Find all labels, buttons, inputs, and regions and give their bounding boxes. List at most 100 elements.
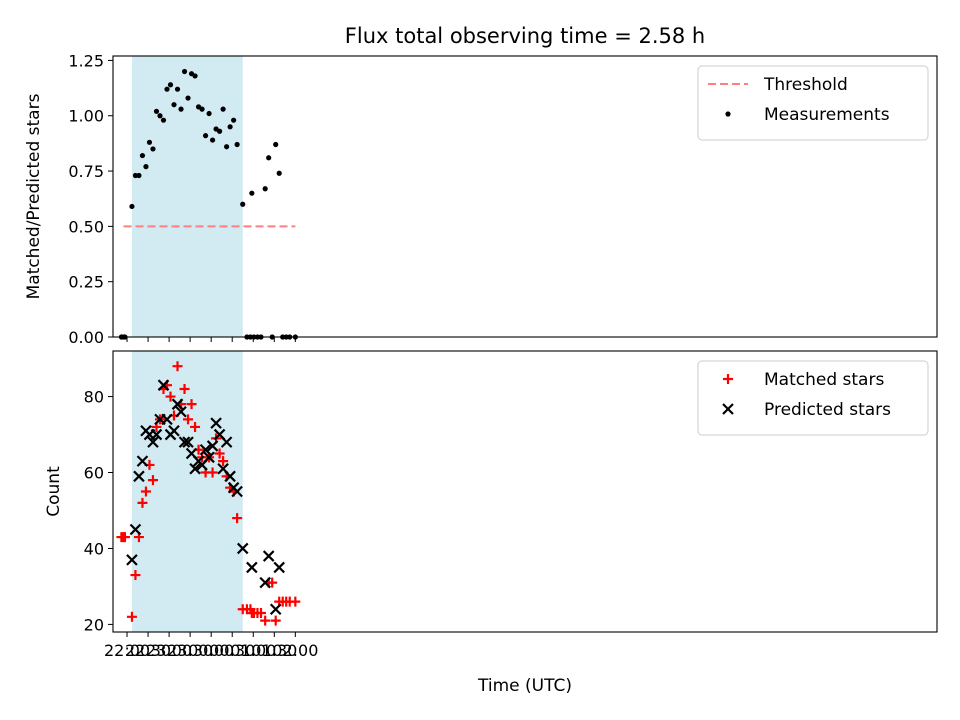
- x-tick-label: 23:30: [167, 641, 213, 660]
- x-tick-label: 22:30: [125, 641, 171, 660]
- x-tick-label: 00:30: [209, 641, 255, 660]
- x-axis-label: Time (UTC): [477, 676, 572, 696]
- data-point: [189, 462, 201, 475]
- data-point: [262, 186, 268, 192]
- observing-window-span: [131, 56, 243, 337]
- data-point: [136, 172, 142, 179]
- data-point: [168, 424, 180, 437]
- data-point: [273, 141, 279, 148]
- data-point: [218, 456, 229, 467]
- axes-frame: [112, 55, 938, 338]
- data-point: [259, 576, 271, 589]
- data-point: [157, 379, 170, 391]
- data-point: [246, 561, 258, 574]
- y-axis-label: Matched/Predicted stars: [24, 93, 44, 299]
- data-point: [137, 497, 148, 508]
- data-point: [126, 554, 138, 566]
- data-point: [234, 141, 240, 148]
- y-tick-label: 0.25: [68, 273, 104, 292]
- data-point: [143, 164, 149, 170]
- y-tick-label: 1.00: [68, 107, 104, 126]
- y-tick-label: 0.50: [68, 217, 104, 236]
- legend-label: Threshold: [763, 75, 848, 95]
- panel-1: 0.00 0.25 0.50 0.75 1.00 1.25 Matched/Predicte…: [24, 51, 938, 347]
- data-point: [182, 436, 194, 448]
- data-point: [240, 201, 246, 207]
- legend-marker: [723, 374, 733, 384]
- data-point: [136, 455, 149, 467]
- data-point: [249, 190, 255, 196]
- data-point: [260, 615, 271, 626]
- legend-label: Measurements: [764, 105, 890, 125]
- series-measurements: [118, 68, 298, 340]
- series-predicted-stars: [126, 379, 285, 615]
- data-point: [192, 73, 198, 79]
- axes-frame: [112, 350, 938, 633]
- data-point: [164, 86, 170, 92]
- data-point: [224, 144, 230, 150]
- data-point: [183, 414, 194, 425]
- x-tick-label: 23:00: [146, 641, 192, 660]
- data-point: [133, 470, 145, 483]
- x-tick-label: 01:30: [251, 641, 297, 660]
- data-point: [161, 413, 173, 426]
- data-point: [190, 421, 201, 432]
- panel-2: 20 40 60 80 22:0022:3023:0023:3000:0000:3001…: [44, 350, 938, 660]
- data-point: [199, 106, 205, 112]
- data-point: [262, 550, 275, 562]
- y-tick-label: 80: [84, 388, 104, 407]
- data-point: [140, 486, 151, 497]
- data-point: [171, 102, 177, 108]
- y-axis-label: Count: [44, 466, 64, 517]
- legend-box: [697, 360, 929, 436]
- data-point: [290, 596, 301, 607]
- data-point: [220, 436, 233, 448]
- data-point: [165, 391, 176, 402]
- data-point: [130, 570, 141, 581]
- data-point: [167, 82, 174, 88]
- data-point: [178, 436, 191, 448]
- data-point: [181, 68, 188, 75]
- data-point: [153, 108, 160, 114]
- x-tick-label: 01:00: [230, 641, 276, 660]
- data-point: [270, 615, 281, 626]
- data-point: [150, 146, 156, 152]
- x-tick-label: 22:00: [104, 641, 150, 660]
- data-point: [186, 399, 197, 410]
- y-tick-label: 1.25: [68, 51, 104, 70]
- data-point: [147, 475, 158, 486]
- data-point: [224, 470, 236, 483]
- data-point: [150, 428, 163, 441]
- data-point: [210, 417, 222, 429]
- data-point: [269, 603, 282, 615]
- data-point: [216, 128, 223, 134]
- data-point: [214, 448, 225, 459]
- data-point: [255, 608, 266, 619]
- y-tick-label: 60: [84, 464, 104, 483]
- data-point: [179, 383, 190, 394]
- data-point: [236, 542, 249, 555]
- legend: Threshold Measurements: [697, 65, 929, 141]
- data-point: [276, 170, 282, 176]
- legend: Matched stars Predicted stars: [697, 360, 929, 436]
- x-tick-label: 02:00: [272, 641, 318, 660]
- data-point: [266, 155, 272, 161]
- x-tick-label: 00:00: [188, 641, 234, 660]
- y-tick-label: 0.75: [68, 162, 104, 181]
- legend-label: Predicted stars: [764, 400, 891, 420]
- data-point: [220, 106, 226, 112]
- data-point: [207, 467, 218, 478]
- data-point: [178, 106, 184, 112]
- data-point: [171, 398, 184, 410]
- data-point: [175, 405, 187, 418]
- data-point: [202, 133, 209, 139]
- data-point: [129, 523, 142, 536]
- data-point: [185, 95, 191, 101]
- data-point: [174, 86, 181, 92]
- data-point: [139, 152, 146, 159]
- data-point: [157, 113, 163, 119]
- legend-label: Matched stars: [764, 370, 884, 390]
- data-point: [209, 137, 216, 143]
- data-point: [206, 440, 219, 452]
